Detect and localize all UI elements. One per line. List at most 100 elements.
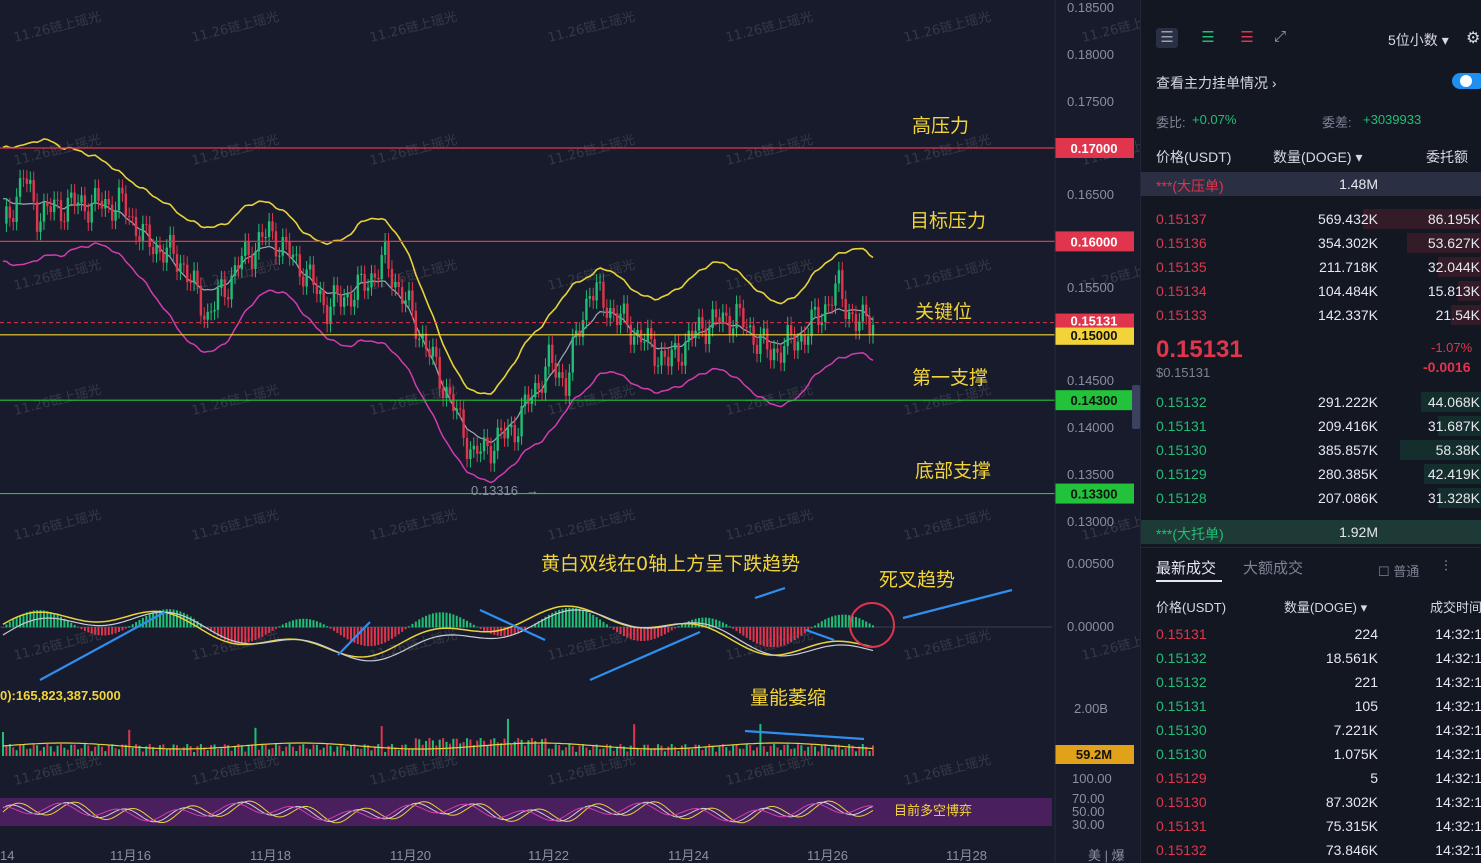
macd-histogram-bar	[261, 627, 264, 637]
macd-histogram-bar	[738, 627, 741, 634]
macd-histogram-bar	[169, 609, 172, 628]
macd-histogram-bar	[118, 627, 120, 633]
macd-histogram-bar	[121, 627, 124, 631]
candle-body	[100, 200, 104, 209]
ask-row[interactable]: 0.15137 569.432K 86.195K	[1141, 207, 1481, 231]
candle-body	[192, 270, 196, 283]
checkbox-icon: ☐	[1378, 564, 1390, 579]
candle-body	[278, 255, 281, 257]
ask-row[interactable]: 0.15136 354.302K 53.627K	[1141, 231, 1481, 255]
tab-large-trades[interactable]: 大额成交	[1243, 560, 1304, 577]
bid-row[interactable]: 0.15132 291.222K 44.068K	[1141, 390, 1481, 414]
price-axis-scrollbar[interactable]	[1132, 385, 1140, 429]
volume-bar	[660, 745, 663, 756]
macd-histogram-bar	[418, 619, 421, 628]
rsi-line-1	[2, 800, 874, 824]
macd-histogram-bar	[438, 612, 441, 628]
kline-chart-svg[interactable]: 11.26链上瑶光 11.26链上瑶光 11.26链上瑶光 11.26链上瑶光 11.2…	[0, 0, 1140, 863]
candle-body	[592, 296, 595, 301]
macd-histogram-bar	[766, 627, 769, 647]
volume-bar	[827, 747, 830, 756]
macd-histogram-bar	[588, 613, 591, 628]
watermark-text: 11.26链上瑶光	[190, 10, 280, 46]
candle-body	[551, 344, 554, 363]
bid-row[interactable]: 0.15130 385.857K 58.38K	[1141, 438, 1481, 462]
kline-chart[interactable]: 11.26链上瑶光 11.26链上瑶光 11.26链上瑶光 11.26链上瑶光 11.2…	[0, 0, 1140, 863]
main-orders-toggle[interactable]	[1452, 73, 1481, 89]
volume-bar	[489, 739, 492, 756]
trade-qty: 87.302K	[1325, 794, 1378, 810]
volume-bar	[56, 745, 59, 756]
main-orders-link[interactable]: 查看主力挂单情况 ›	[1156, 75, 1277, 91]
macd-histogram-bar	[408, 626, 410, 628]
volume-bar	[756, 747, 758, 756]
macd-histogram-bar	[193, 618, 196, 628]
settings-icon[interactable]: ⚙	[1466, 30, 1481, 47]
volume-bar	[626, 751, 629, 756]
trade-qty: 18.561K	[1325, 650, 1378, 666]
candle-body	[595, 282, 598, 301]
candle-body	[489, 445, 493, 464]
macd-histogram-bar	[19, 615, 22, 628]
macd-histogram-bar	[94, 627, 97, 635]
book-asks-icon[interactable]: ☰	[1240, 29, 1254, 46]
watermark-text: 11.26链上瑶光	[368, 10, 458, 46]
volume-bar	[786, 744, 789, 756]
macd-histogram-bar	[609, 626, 612, 628]
candle-body	[411, 290, 414, 311]
macd-histogram-bar	[377, 627, 380, 646]
volume-bar	[162, 744, 165, 756]
ask-big-order-row[interactable]: ***(大压单) 1.48M	[1141, 172, 1481, 196]
macd-histogram-bar	[319, 622, 322, 628]
macd-histogram-bar	[551, 612, 554, 628]
book-bids-icon[interactable]: ☰	[1201, 29, 1215, 46]
macd-histogram-bar	[73, 624, 76, 628]
macd-histogram-bar	[401, 627, 404, 632]
book-header-qty[interactable]: 数量(DOGE) ▾	[1273, 149, 1363, 165]
macd-histogram-bar	[179, 611, 182, 628]
candle-body	[452, 394, 455, 412]
volume-bar	[537, 744, 540, 756]
book-both-icon[interactable]: ☰	[1156, 28, 1178, 48]
candle-body	[718, 317, 721, 324]
bid-big-order-row[interactable]: ***(大托单) 1.92M	[1141, 520, 1481, 544]
ask-depth-bar	[1438, 257, 1481, 277]
bid-row[interactable]: 0.15128 207.086K 31.328K	[1141, 486, 1481, 510]
trade-header-qty[interactable]: 数量(DOGE) ▾	[1284, 600, 1368, 615]
volume-bar	[32, 744, 35, 756]
bid-row[interactable]: 0.15131 209.416K 31.687K	[1141, 414, 1481, 438]
ask-row[interactable]: 0.15135 211.718K 32.044K	[1141, 255, 1481, 279]
candle-body	[237, 265, 240, 270]
candle-body	[834, 283, 837, 306]
rsi-axis-label: 50.00	[1072, 804, 1105, 819]
candle-body	[319, 290, 322, 295]
candle-body	[206, 311, 209, 320]
filter-icon[interactable]: ⫶	[1444, 558, 1448, 575]
tab-latest-trades[interactable]: 最新成交	[1156, 560, 1217, 577]
volume-bar	[77, 749, 80, 756]
macd-histogram-bar	[837, 614, 840, 628]
ask-row[interactable]: 0.15133 142.337K 21.54K	[1141, 303, 1481, 327]
candle-body	[46, 201, 49, 207]
upper-band-line	[2, 138, 874, 395]
macd-histogram-bar	[489, 627, 492, 634]
macd-histogram-bar	[199, 623, 202, 628]
volume-bar	[182, 747, 185, 756]
candle-body	[673, 343, 677, 350]
bid-row[interactable]: 0.15129 280.385K 42.419K	[1141, 462, 1481, 486]
expand-icon[interactable]: ⤢	[1273, 28, 1286, 45]
volume-bar	[803, 750, 806, 756]
chevron-right-icon: ›	[1271, 75, 1277, 91]
candle-body	[540, 389, 544, 393]
candle-body	[349, 293, 353, 307]
volume-bar	[315, 744, 318, 756]
candle-body	[609, 308, 612, 318]
decimal-select[interactable]: 5位小数 ▾	[1388, 32, 1449, 48]
normal-checkbox[interactable]: ☐ 普通	[1378, 564, 1420, 579]
trend-arrow	[589, 630, 701, 682]
volume-bar	[268, 749, 271, 756]
volume-bar	[506, 718, 509, 756]
level-tag-value: 0.16000	[1071, 234, 1118, 249]
volume-bar	[312, 744, 315, 756]
ask-row[interactable]: 0.15134 104.484K 15.813K	[1141, 279, 1481, 303]
